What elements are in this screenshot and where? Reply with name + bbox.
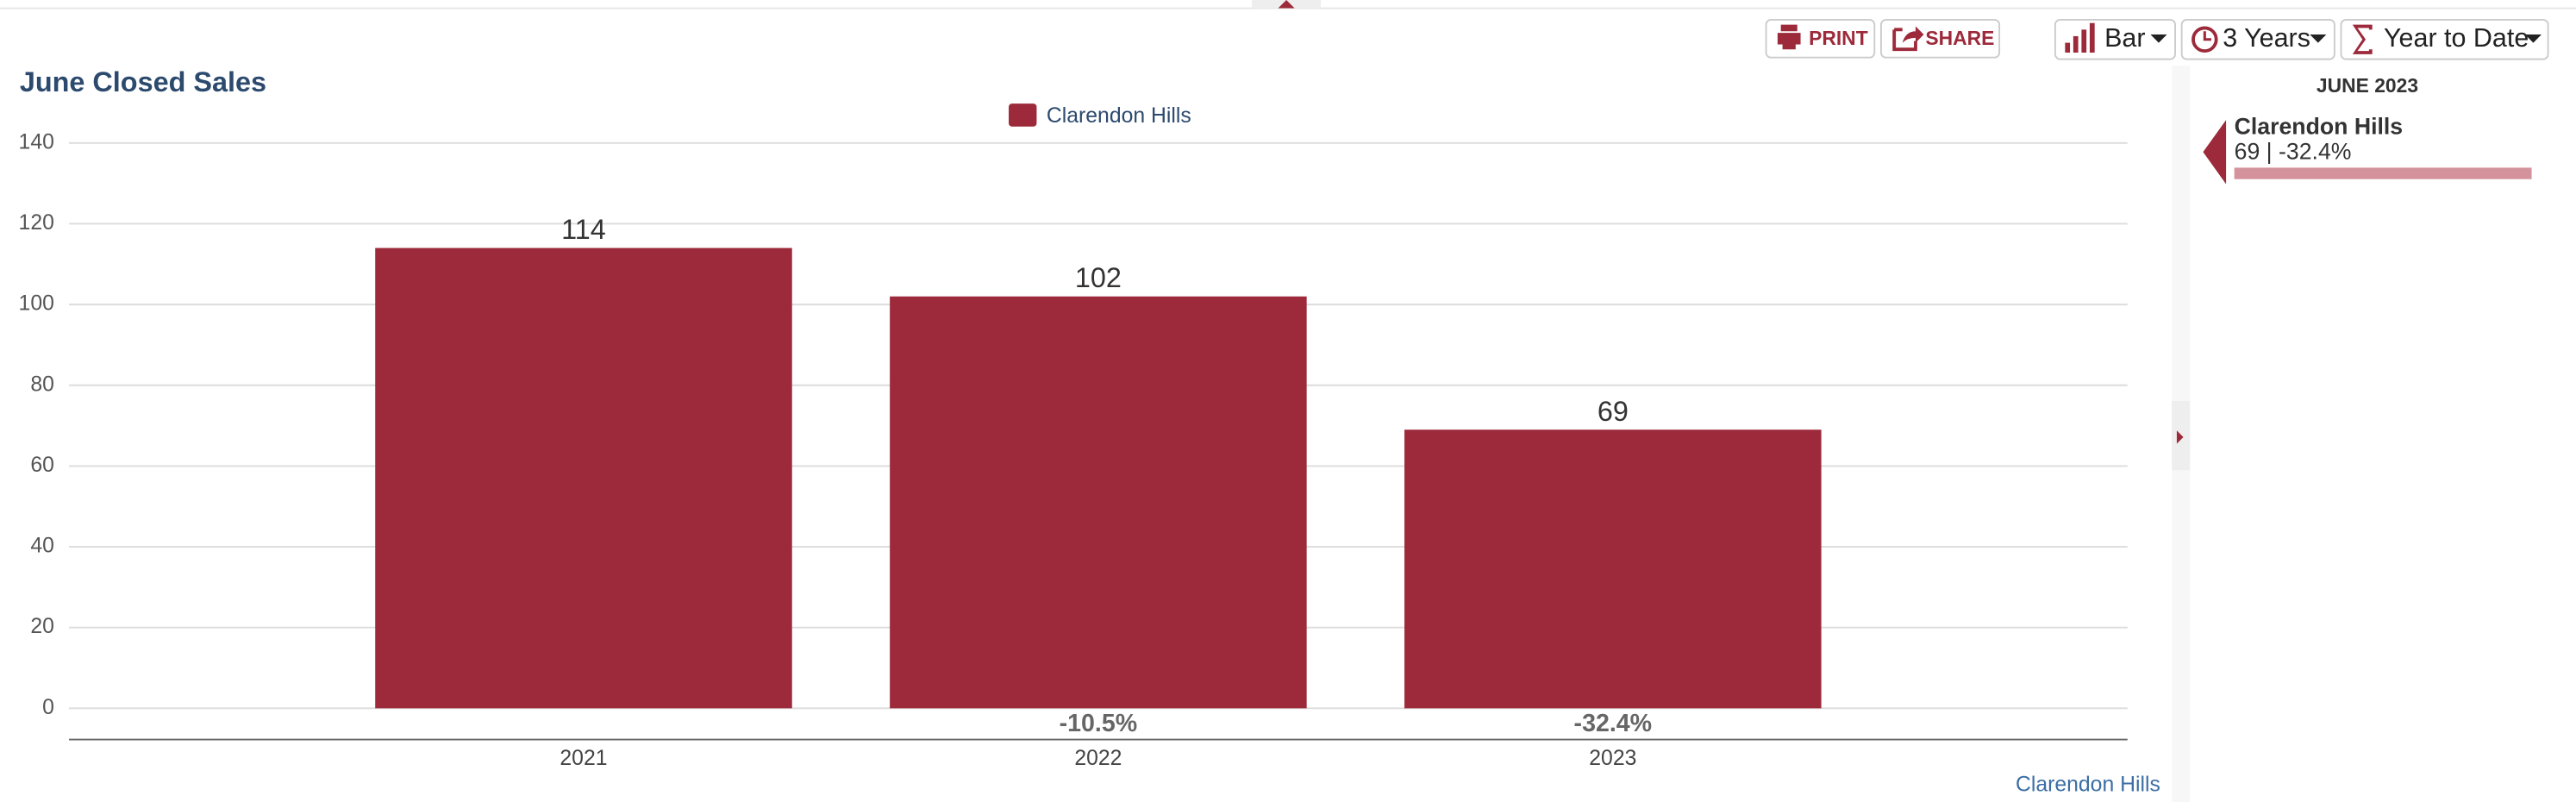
- bar: [375, 247, 792, 709]
- panel-pointer: [2203, 120, 2227, 185]
- change-label: -32.4%: [1574, 710, 1653, 737]
- chart-type-label: Bar: [2104, 23, 2145, 53]
- bar: [890, 296, 1307, 709]
- panel-name: Clarendon Hills: [2235, 114, 2404, 140]
- y-tick-label: 20: [30, 615, 54, 638]
- legend-label: Clarendon Hills: [1047, 104, 1191, 128]
- print-button[interactable]: PRINT: [1765, 18, 1876, 59]
- top-tab-arrow: [1278, 0, 1295, 9]
- chart-type-dropdown[interactable]: Bar: [2054, 18, 2176, 60]
- panel-bar: [2234, 167, 2532, 179]
- range-label: Year to Date: [2384, 23, 2529, 53]
- bar: [1404, 429, 1822, 709]
- legend-swatch: [1009, 103, 1037, 127]
- plot: 0 20 40 60 80 100 120 140 2021 114 2022 102 -10.5% 20…: [19, 130, 2128, 770]
- y-tick-label: 80: [30, 373, 54, 396]
- value-label: 69: [1597, 396, 1629, 427]
- value-label: 114: [561, 214, 606, 245]
- y-tick-label: 100: [19, 292, 54, 316]
- footer-link[interactable]: Clarendon Hills: [2016, 773, 2160, 796]
- panel-toggle-arrow: [2176, 430, 2184, 444]
- share-label: SHARE: [1925, 27, 1994, 49]
- change-label: -10.5%: [1060, 710, 1138, 737]
- x-tick-label: 2023: [1589, 747, 1636, 770]
- y-tick-label: 120: [19, 211, 54, 235]
- panel-summary: 69 | -32.4%: [2235, 138, 2352, 164]
- y-tick-label: 60: [30, 454, 54, 477]
- x-tick-label: 2022: [1074, 747, 1122, 770]
- y-tick-label: 40: [30, 535, 54, 558]
- panel-heading: JUNE 2023: [2317, 74, 2418, 97]
- print-label: PRINT: [1809, 27, 1868, 49]
- y-tick-label: 0: [42, 696, 54, 719]
- share-button[interactable]: SHARE: [1879, 18, 2001, 59]
- x-tick-label: 2021: [560, 747, 607, 770]
- value-label: 102: [1075, 262, 1122, 293]
- y-tick-label: 140: [19, 130, 54, 154]
- period-dropdown[interactable]: 3 Years: [2180, 18, 2335, 60]
- legend[interactable]: Clarendon Hills: [1009, 103, 1191, 128]
- range-dropdown[interactable]: Year to Date: [2340, 18, 2549, 60]
- period-label: 3 Years: [2223, 23, 2310, 53]
- chart-title: June Closed Sales: [20, 66, 266, 97]
